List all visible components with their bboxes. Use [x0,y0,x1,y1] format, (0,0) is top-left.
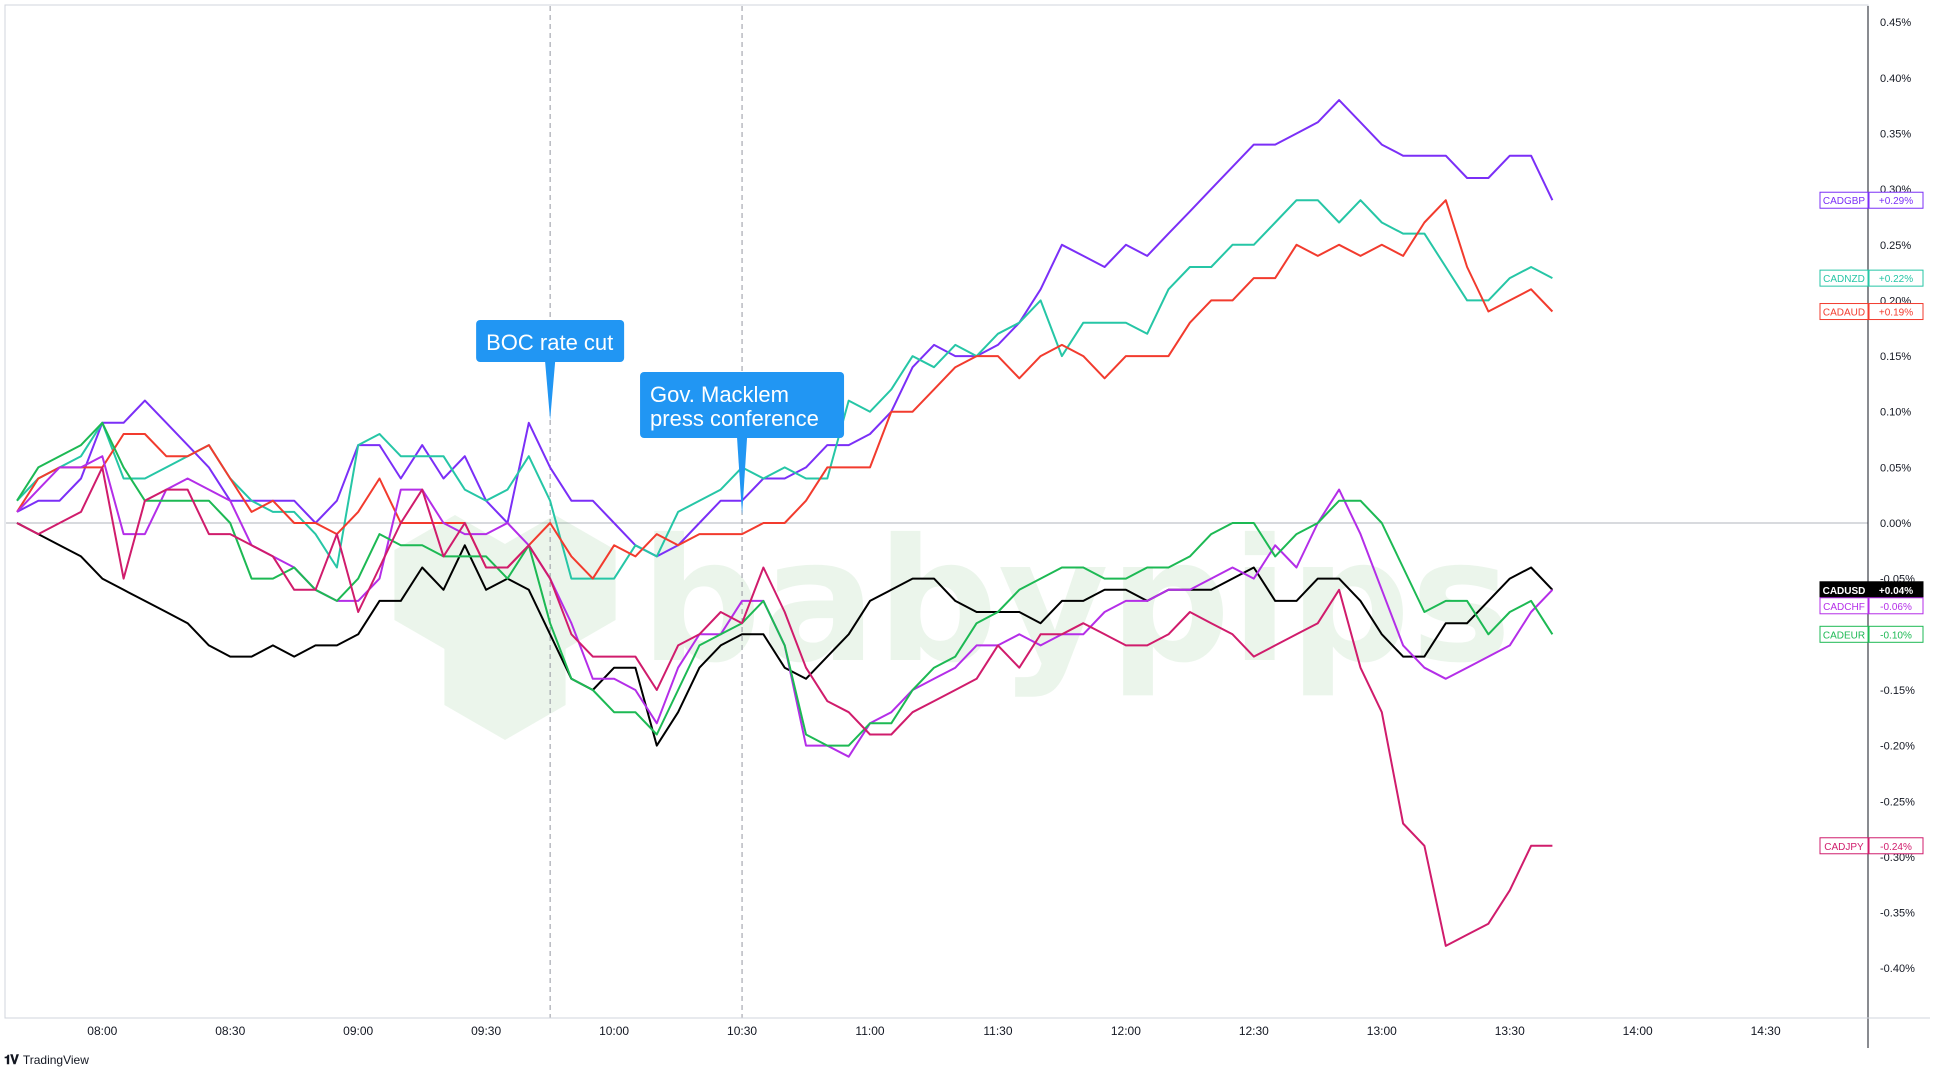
series-name-box [1819,191,1869,209]
series-name-label: CADNZD [1823,274,1865,285]
x-tick-label: 08:30 [215,1024,245,1038]
callout-pointer [737,438,748,515]
y-tick-label: -0.25% [1880,796,1915,808]
y-tick-label: 0.15% [1880,351,1911,363]
y-tick-label: 0.40% [1880,73,1911,85]
series-line-cadgbp [16,99,1554,558]
last-value-box [1868,837,1924,855]
series-name-label: CADAUD [1823,308,1865,319]
x-tick-label: 11:30 [983,1024,1012,1038]
y-tick-label: 0.45% [1880,17,1911,29]
last-value-label: +0.04% [1879,586,1913,597]
series-name-box [1819,269,1869,287]
y-tick-label: 0.00% [1880,518,1911,530]
x-tick-label: 09:30 [471,1024,501,1038]
last-value-label: +0.22% [1879,274,1913,285]
last-value-label: -0.06% [1880,602,1912,613]
callout-text: Gov. Macklem [650,382,789,407]
last-value-box [1868,597,1924,615]
y-tick-label: 0.35% [1880,128,1911,140]
series-line-cadusd [16,522,1554,747]
footer-brand: TradingView [22,1053,89,1067]
callout-text: BOC rate cut [486,330,613,355]
annotation-callout: BOC rate cut [476,320,625,420]
callout-pointer [545,362,556,420]
last-value-box [1868,303,1924,321]
last-value-label: -0.10% [1880,630,1912,641]
series-name-label: CADJPY [1824,842,1864,853]
end-label-cadgbp: CADGBP +0.29% [1819,191,1924,209]
series-line-cadjpy [16,466,1553,947]
last-value-box [1868,191,1924,209]
series-name-box [1819,597,1869,615]
x-tick-label: 14:30 [1751,1024,1781,1038]
x-tick-label: 14:00 [1623,1024,1653,1038]
callout-box [476,320,625,362]
callout-text: press conference [650,406,819,431]
y-tick-label: -0.20% [1880,741,1915,753]
series-name-box [1819,625,1869,643]
y-tick-label: -0.30% [1880,852,1915,864]
end-label-cadusd: CADUSD +0.04% [1819,581,1924,599]
series-line-cadeur [16,421,1554,747]
x-tick-label: 13:30 [1495,1024,1525,1038]
y-tick-label: 0.10% [1880,407,1911,419]
x-tick-label: 12:00 [1111,1024,1141,1038]
last-value-label: +0.29% [1879,196,1913,207]
x-tick-label: 09:00 [343,1024,373,1038]
y-tick-label: -0.40% [1880,963,1915,975]
x-tick-label: 13:00 [1367,1024,1397,1038]
y-tick-label: -0.15% [1880,685,1915,697]
end-label-cadjpy: CADJPY -0.24% [1819,837,1924,855]
end-label-cadnzd: CADNZD +0.22% [1819,269,1924,287]
end-label-cadchf: CADCHF -0.06% [1819,597,1924,615]
last-value-label: +0.19% [1879,308,1913,319]
watermark-hex-icon [444,600,566,740]
end-label-cadeur: CADEUR -0.10% [1819,625,1924,643]
last-value-box [1868,269,1924,287]
x-tick-label: 11:00 [855,1024,884,1038]
footer: 𝟏𝐕 TradingView [4,1052,89,1068]
series-name-label: CADEUR [1823,630,1865,641]
series-name-box [1819,303,1869,321]
x-tick-label: 10:30 [727,1024,757,1038]
y-tick-label: -0.35% [1880,908,1915,920]
watermark-hex-icon [394,515,516,655]
end-label-cadaud: CADAUD +0.19% [1819,303,1924,321]
watermark-text: babypips [640,503,1512,701]
series-name-label: CADCHF [1823,602,1865,613]
tradingview-logo-icon: 𝟏𝐕 [4,1052,19,1067]
x-tick-label: 08:00 [87,1024,117,1038]
last-value-label: -0.24% [1880,842,1912,853]
series-name-box [1819,837,1869,855]
callout-box [640,372,845,438]
series-name-label: CADUSD [1823,586,1866,597]
series-line-cadaud [16,199,1554,580]
x-tick-label: 12:30 [1239,1024,1269,1038]
series-line-cadnzd [16,199,1553,580]
x-tick-label: 10:00 [599,1024,629,1038]
last-value-box [1868,625,1924,643]
y-tick-label: 0.25% [1880,240,1911,252]
watermark-logo-icon: babypips [394,503,1512,740]
y-tick-label: 0.05% [1880,462,1911,474]
series-name-label: CADGBP [1823,196,1866,207]
